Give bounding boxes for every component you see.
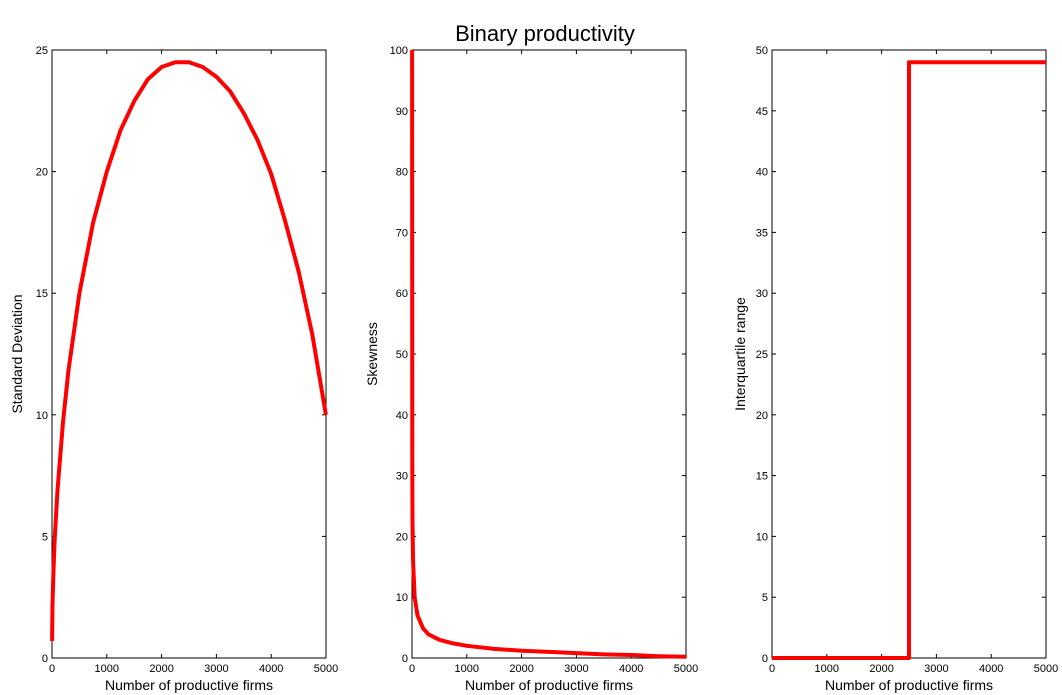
y-tick-label: 40 <box>756 167 768 179</box>
y-tick-label: 10 <box>756 531 768 543</box>
panel-skewness: 0 1000 2000 3000 4000 5000 0 10 20 30 40 50 60 70 80 90… <box>364 45 698 693</box>
axes-box <box>411 49 687 659</box>
y-tick-label: 5 <box>762 592 768 604</box>
x-tick-label: 5000 <box>674 663 698 675</box>
y-axis-label: Skewness <box>364 322 380 386</box>
y-tick-label: 15 <box>756 471 768 483</box>
y-tick-label: 30 <box>756 288 768 300</box>
x-tick-label: 2000 <box>869 663 893 675</box>
y-tick-label: 50 <box>396 349 408 361</box>
x-tick-label: 3000 <box>564 663 588 675</box>
y-tick-label: 20 <box>756 410 768 422</box>
x-tick-label: 0 <box>49 663 55 675</box>
y-axis-label: Standard Deviation <box>9 294 25 413</box>
series-line <box>772 60 1046 660</box>
series-line <box>50 60 328 642</box>
y-tick-label: 35 <box>756 227 768 239</box>
y-tick-label: 100 <box>390 45 408 57</box>
series-line <box>410 49 687 659</box>
panel-standard-deviation: 0 1000 2000 3000 4000 5000 0 5 10 15 20 25 Number of… <box>9 45 338 693</box>
y-tick-label: 0 <box>42 653 48 665</box>
y-tick-label: 40 <box>396 410 408 422</box>
y-tick-label: 30 <box>396 471 408 483</box>
x-tick-label: 0 <box>409 663 415 675</box>
x-tick-label: 3000 <box>204 663 228 675</box>
y-tick-label: 15 <box>36 288 48 300</box>
y-tick-label: 70 <box>396 227 408 239</box>
y-tick-label: 25 <box>36 45 48 57</box>
y-tick-label: 10 <box>36 410 48 422</box>
y-tick-label: 50 <box>756 45 768 57</box>
panel-interquartile-range: 0 1000 2000 3000 4000 5000 0 5 10 15 20 25 30 35 40 45 5… <box>732 45 1058 693</box>
y-tick-label: 20 <box>396 531 408 543</box>
y-tick-label: 90 <box>396 106 408 118</box>
x-tick-label: 4000 <box>979 663 1003 675</box>
x-tick-label: 2000 <box>509 663 533 675</box>
y-tick-label: 0 <box>762 653 768 665</box>
y-tick-label: 0 <box>402 653 408 665</box>
y-tick-label: 10 <box>396 592 408 604</box>
y-tick-label: 5 <box>42 531 48 543</box>
x-tick-label: 5000 <box>1034 663 1058 675</box>
y-tick-label: 45 <box>756 106 768 118</box>
x-tick-label: 1000 <box>95 663 119 675</box>
x-axis-label: Number of productive firms <box>825 677 993 693</box>
x-tick-label: 4000 <box>259 663 283 675</box>
y-tick-label: 60 <box>396 288 408 300</box>
x-axis-label: Number of productive firms <box>465 677 633 693</box>
x-tick-label: 3000 <box>924 663 948 675</box>
y-axis-label: Interquartile range <box>732 297 748 411</box>
y-tick-label: 20 <box>36 167 48 179</box>
y-tick-label: 80 <box>396 167 408 179</box>
figure-title: Binary productivity <box>455 21 635 46</box>
x-tick-label: 4000 <box>619 663 643 675</box>
x-tick-label: 2000 <box>149 663 173 675</box>
x-tick-label: 0 <box>769 663 775 675</box>
axes-box <box>51 49 327 659</box>
x-axis-label: Number of productive firms <box>105 677 273 693</box>
y-tick-label: 25 <box>756 349 768 361</box>
x-tick-label: 1000 <box>815 663 839 675</box>
x-tick-label: 5000 <box>314 663 338 675</box>
x-tick-label: 1000 <box>455 663 479 675</box>
